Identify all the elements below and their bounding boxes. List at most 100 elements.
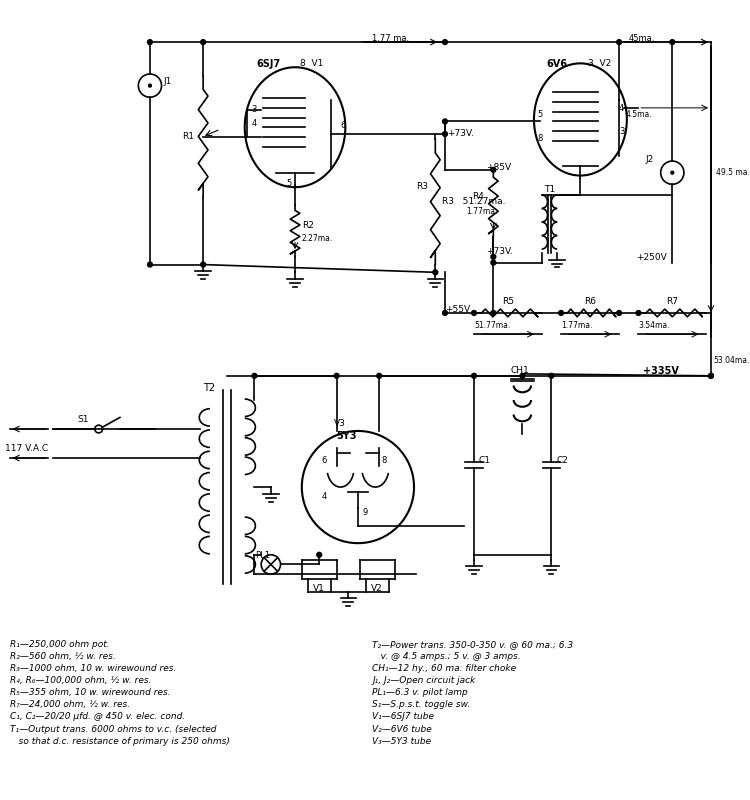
Text: PL₁—6.3 v. pilot lamp: PL₁—6.3 v. pilot lamp <box>373 688 468 698</box>
Text: 6V6: 6V6 <box>547 59 568 70</box>
Text: +85V: +85V <box>485 163 511 172</box>
Circle shape <box>491 254 496 259</box>
Text: 6: 6 <box>340 122 346 130</box>
Circle shape <box>252 374 257 378</box>
Text: C1: C1 <box>478 456 490 465</box>
Circle shape <box>334 374 339 378</box>
Text: V3: V3 <box>334 419 346 428</box>
Text: 3.54ma.: 3.54ma. <box>638 321 670 330</box>
Circle shape <box>549 374 554 378</box>
Circle shape <box>520 374 525 378</box>
Text: so that d.c. resistance of primary is 250 ohms): so that d.c. resistance of primary is 25… <box>10 737 230 746</box>
Circle shape <box>442 119 448 124</box>
Text: C₁, C₂—20/20 μfd. @ 450 v. elec. cond.: C₁, C₂—20/20 μfd. @ 450 v. elec. cond. <box>10 713 185 722</box>
Text: R₂—560 ohm, ½ w. res.: R₂—560 ohm, ½ w. res. <box>10 652 115 661</box>
Text: 6: 6 <box>321 456 326 465</box>
Text: 45ma.: 45ma. <box>628 34 656 43</box>
Text: 8: 8 <box>381 456 386 465</box>
Text: 53.04ma.: 53.04ma. <box>713 357 749 366</box>
Text: 1.77 ma.: 1.77 ma. <box>373 34 410 43</box>
Text: V₃—5Y3 tube: V₃—5Y3 tube <box>373 737 431 746</box>
Text: T2: T2 <box>203 382 215 393</box>
Text: R₁—250,000 ohm pot.: R₁—250,000 ohm pot. <box>10 640 109 649</box>
Text: 5: 5 <box>537 110 542 118</box>
Circle shape <box>201 40 206 45</box>
Text: R4: R4 <box>472 192 484 201</box>
Text: 8  V1: 8 V1 <box>300 59 323 69</box>
Circle shape <box>442 310 448 315</box>
Text: R1: R1 <box>182 132 194 141</box>
Text: S1: S1 <box>77 415 89 425</box>
Text: +55V: +55V <box>445 306 470 314</box>
Circle shape <box>442 131 448 136</box>
Circle shape <box>442 40 448 45</box>
Text: R₃—1000 ohm, 10 w. wirewound res.: R₃—1000 ohm, 10 w. wirewound res. <box>10 664 176 673</box>
Text: 3: 3 <box>251 105 257 114</box>
Text: R₅—355 ohm, 10 w. wirewound res.: R₅—355 ohm, 10 w. wirewound res. <box>10 688 170 698</box>
Text: 1.77ma.: 1.77ma. <box>466 206 498 215</box>
Text: 4: 4 <box>251 119 257 129</box>
Text: J₁, J₂—Open circuit jack: J₁, J₂—Open circuit jack <box>373 676 476 685</box>
Text: R₇—24,000 ohm, ½ w. res.: R₇—24,000 ohm, ½ w. res. <box>10 700 130 710</box>
Text: 4: 4 <box>619 104 624 113</box>
Text: 3  V2: 3 V2 <box>588 59 611 69</box>
Text: 4.5ma.: 4.5ma. <box>626 110 652 118</box>
Text: R3: R3 <box>416 182 428 191</box>
Circle shape <box>670 171 674 174</box>
Text: 2.27ma.: 2.27ma. <box>302 234 333 242</box>
Circle shape <box>472 374 476 378</box>
Circle shape <box>559 310 563 315</box>
Text: +250V: +250V <box>637 253 668 262</box>
Circle shape <box>636 310 640 315</box>
Text: J2: J2 <box>645 155 653 164</box>
Text: R5: R5 <box>502 297 514 306</box>
Text: CH1: CH1 <box>511 366 530 375</box>
Circle shape <box>376 374 382 378</box>
Text: 51.77ma.: 51.77ma. <box>474 321 510 330</box>
Circle shape <box>616 310 622 315</box>
Circle shape <box>201 262 206 267</box>
Text: CH₁—12 hy., 60 ma. filter choke: CH₁—12 hy., 60 ma. filter choke <box>373 664 517 673</box>
Text: R₄, R₆—100,000 ohm, ½ w. res.: R₄, R₆—100,000 ohm, ½ w. res. <box>10 676 152 685</box>
Text: R2: R2 <box>302 221 313 230</box>
Text: 5Y3: 5Y3 <box>337 431 357 441</box>
Text: 9: 9 <box>363 508 368 518</box>
Circle shape <box>670 40 675 45</box>
Text: V2: V2 <box>371 584 383 593</box>
Circle shape <box>491 310 496 315</box>
Text: T₂—Power trans. 350-0-350 v. @ 60 ma.; 6.3: T₂—Power trans. 350-0-350 v. @ 60 ma.; 6… <box>373 640 574 649</box>
Text: +73V.: +73V. <box>447 129 474 138</box>
Circle shape <box>491 260 496 265</box>
Text: 6SJ7: 6SJ7 <box>256 59 280 70</box>
Text: 49.5 ma.: 49.5 ma. <box>716 168 750 177</box>
Circle shape <box>148 84 152 87</box>
Circle shape <box>148 262 152 267</box>
Text: T₁—Output trans. 6000 ohms to v.c. (selected: T₁—Output trans. 6000 ohms to v.c. (sele… <box>10 725 216 734</box>
Text: C2: C2 <box>556 456 568 465</box>
Text: +73V.: +73V. <box>485 247 512 256</box>
Text: 117 V.A.C: 117 V.A.C <box>4 443 48 453</box>
Circle shape <box>491 167 496 172</box>
Text: 3: 3 <box>619 127 625 136</box>
Text: +335V: +335V <box>644 366 680 376</box>
Circle shape <box>472 310 476 315</box>
Circle shape <box>709 374 713 378</box>
Text: V₁—6SJ7 tube: V₁—6SJ7 tube <box>373 713 434 722</box>
Text: 8: 8 <box>537 134 542 143</box>
Text: 1.77ma.: 1.77ma. <box>561 321 592 330</box>
Text: V₂—6V6 tube: V₂—6V6 tube <box>373 725 432 734</box>
Text: v. @ 4.5 amps.; 5 v. @ 3 amps.: v. @ 4.5 amps.; 5 v. @ 3 amps. <box>373 652 521 661</box>
Text: 5: 5 <box>286 179 292 189</box>
Circle shape <box>709 374 713 378</box>
Text: T1: T1 <box>544 186 555 194</box>
Text: 4: 4 <box>321 492 326 501</box>
Text: S₁—S.p.s.t. toggle sw.: S₁—S.p.s.t. toggle sw. <box>373 700 471 710</box>
Text: V1: V1 <box>314 584 326 593</box>
Circle shape <box>148 40 152 45</box>
Text: PL1: PL1 <box>256 551 271 560</box>
Text: R3   51.27ma.: R3 51.27ma. <box>442 197 506 206</box>
Text: R7: R7 <box>666 297 678 306</box>
Circle shape <box>316 552 322 557</box>
Text: J1: J1 <box>164 78 172 86</box>
Circle shape <box>616 40 622 45</box>
